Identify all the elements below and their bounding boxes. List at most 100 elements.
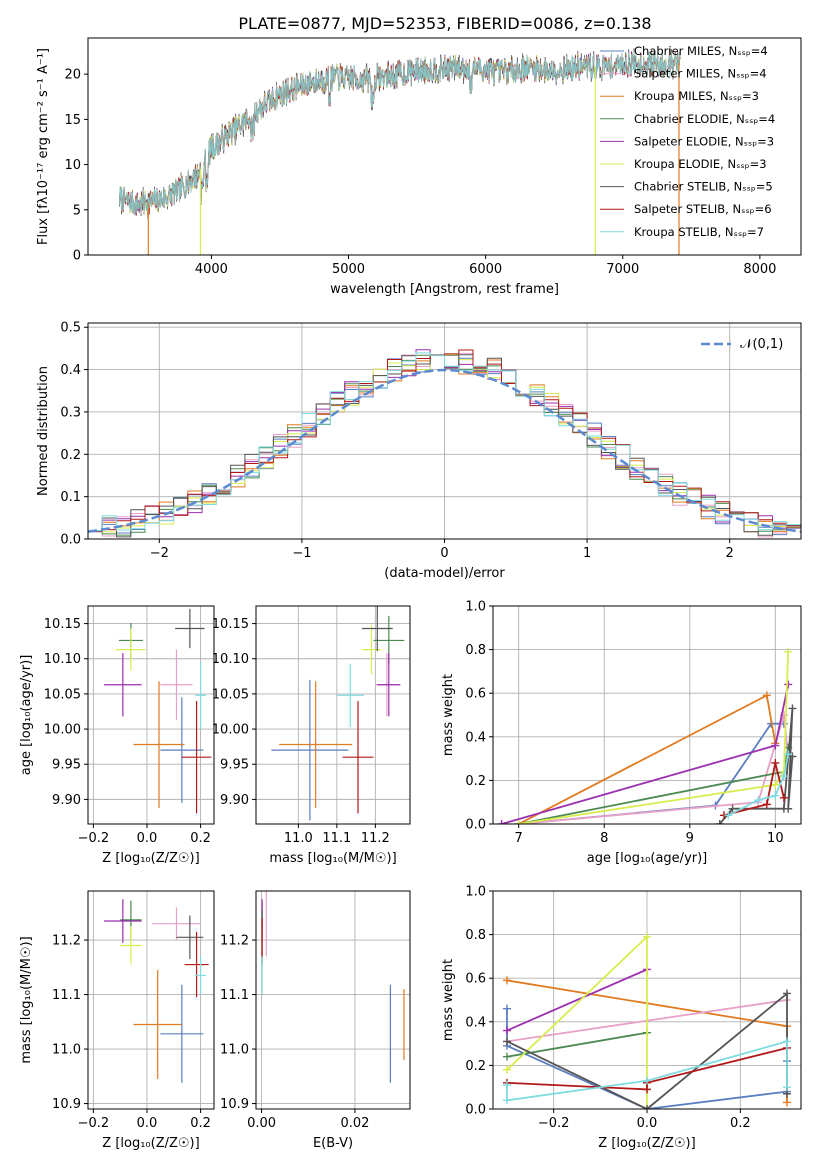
x-axis-label: (data-model)/error: [384, 566, 505, 581]
weight-marker-chabrier_miles: [503, 1004, 511, 1013]
y-tick-label: 0.6: [465, 687, 486, 702]
weight-marker-chabrier_stelib: [503, 1037, 511, 1046]
y-axis-label: Normed distribution: [36, 366, 51, 496]
y-tick-label: 10: [64, 158, 81, 173]
plot-area: [261, 891, 405, 1083]
legend-label-salpeter_stelib: Salpeter STELIB, Nₛₛₚ=6: [634, 202, 772, 216]
spectrum-line-kroupa_stelib: [119, 51, 681, 216]
y-tick-label: 10.00: [44, 723, 81, 738]
legend-label-salpeter_miles: Salpeter MILES, Nₛₛₚ=4: [634, 67, 767, 81]
y-tick-label: 11.0: [52, 1043, 81, 1058]
x-axis-label: E(B-V): [313, 1136, 353, 1151]
weight-line-salpeter_stelib: [723, 762, 785, 817]
weight-marker-salpeter_stelib: [771, 758, 780, 767]
weight-marker-kroupa_stelib: [784, 750, 793, 759]
x-tick-label: 4000: [195, 262, 228, 277]
x-tick-label: 10: [767, 831, 784, 846]
axes-frame: [492, 890, 802, 1110]
y-tick-label: 10.15: [44, 617, 81, 632]
weight-marker-salpeter_stelib: [762, 800, 771, 809]
y-tick-label: 10.00: [212, 723, 249, 738]
y-tick-label: 0.0: [60, 533, 81, 548]
y-tick-label: 0.8: [465, 643, 486, 658]
axes-frame: [492, 605, 802, 825]
panel-residual_distribution: −2 −1 0 1 2 0.0 0.1 0.2 0.3 0.4 0.5 (data-model)/er…: [36, 321, 802, 581]
weight-marker-salpeter_elodie: [771, 741, 780, 750]
y-tick-label: 10.9: [52, 1097, 81, 1112]
weight-marker-salpeter_elodie: [784, 680, 793, 689]
weight-marker-salpeter_stelib: [779, 793, 788, 802]
weight-marker-kroupa_stelib: [503, 1096, 511, 1105]
weight-line-salpeter_elodie: [506, 968, 648, 1032]
weight-line-chabrier_elodie: [506, 1031, 648, 1058]
x-tick-label: 0.0: [637, 1116, 658, 1131]
weight-marker-kroupa_stelib: [643, 1076, 651, 1085]
y-tick-label: 11.2: [220, 934, 249, 949]
y-tick-label: 11.1: [220, 988, 249, 1003]
y-tick-label: 0.0: [465, 1103, 486, 1118]
weight-marker-kroupa_miles: [783, 1098, 791, 1107]
y-tick-label: 10.15: [212, 617, 249, 632]
y-tick-label: 0.0: [465, 818, 486, 833]
y-tick-label: 0.4: [465, 1015, 486, 1030]
y-tick-label: 10.05: [44, 687, 81, 702]
panel-mass_vs_Z: −0.2 0.0 0.2 10.9 11.0 11.1 11.2 Z [log₁₀(Z/Z☉)…: [19, 890, 215, 1151]
y-tick-label: 10.10: [44, 652, 81, 667]
weight-marker-kroupa_elodie: [503, 1065, 511, 1074]
weight-marker-kroupa_stelib: [771, 791, 780, 800]
x-tick-label: 7000: [606, 262, 639, 277]
weight-marker-kroupa_stelib: [503, 1081, 511, 1090]
x-tick-label: 0.2: [190, 1116, 211, 1131]
x-axis-label: age [log₁₀(age/yr)]: [587, 851, 708, 866]
x-tick-label: −1: [292, 546, 311, 561]
plot-area: [119, 48, 681, 255]
panel-spectrum: 4000 5000 6000 7000 8000 0 5 10 15 20 wavelength […: [36, 37, 802, 297]
legend-label-salpeter_elodie: Salpeter ELODIE, Nₛₛₚ=3: [634, 134, 774, 148]
x-tick-label: 0.2: [190, 831, 211, 846]
y-tick-label: 0.2: [465, 774, 486, 789]
x-tick-label: 2: [726, 546, 734, 561]
weight-marker-kroupa_stelib: [779, 772, 788, 781]
y-tick-label: 15: [64, 113, 81, 128]
y-tick-label: 0.6: [465, 972, 486, 987]
weight-marker-salpeter_elodie: [503, 1026, 511, 1035]
plot-area: [503, 932, 791, 1109]
legend-label-chabrier_miles: Chabrier MILES, Nₛₛₚ=4: [634, 44, 768, 58]
plot-area: [104, 899, 209, 1083]
y-tick-label: 10.10: [212, 652, 249, 667]
x-axis-label: Z [log₁₀(Z/Z☉)]: [102, 1136, 199, 1151]
legend-label-kroupa_elodie: Kroupa ELODIE, Nₛₛₚ=3: [634, 157, 767, 171]
panel-weight_vs_age: 7 8 9 10 0.0 0.2 0.4 0.6 0.8 1.0 age [log₁₀(age/yr…: [441, 600, 802, 866]
y-tick-label: 0.3: [60, 405, 81, 420]
x-tick-label: 6000: [469, 262, 502, 277]
x-tick-label: 0.02: [340, 1116, 369, 1131]
y-axis-label: age [log₁₀(age/yr)]: [19, 655, 34, 776]
plot-area: [271, 606, 405, 821]
weight-marker-kroupa_stelib: [783, 1083, 791, 1092]
y-axis-label: Flux [fλ10⁻¹⁷ erg cm⁻² s⁻¹ A⁻¹]: [36, 48, 51, 245]
weight-marker-kroupa_elodie: [771, 780, 780, 789]
x-tick-label: 11.1: [322, 831, 351, 846]
x-tick-label: 7: [515, 831, 523, 846]
y-tick-label: 0.4: [465, 730, 486, 745]
y-axis-label: mass weight: [441, 674, 456, 756]
weight-marker-kroupa_stelib: [783, 1037, 791, 1046]
legend-label-kroupa_miles: Kroupa MILES, Nₛₛₚ=3: [634, 89, 759, 103]
weight-marker-chabrier_stelib: [715, 820, 724, 824]
axes-frame: [255, 605, 411, 825]
x-axis-label: mass [log₁₀(M/M☉)]: [269, 851, 396, 866]
normal-curve: [88, 368, 801, 533]
histogram-salpeter_stelib: [88, 349, 801, 532]
y-tick-label: 1.0: [465, 885, 486, 900]
x-tick-label: −2: [150, 546, 169, 561]
y-axis-label: mass weight: [441, 959, 456, 1041]
weight-marker-salpeter_elodie: [497, 820, 506, 824]
x-tick-label: 1: [583, 546, 591, 561]
panel-mass_vs_ebv: 0.00 0.02 10.9 11.0 11.1 11.2 E(B-V): [220, 890, 411, 1151]
weight-marker-chabrier_stelib: [783, 989, 791, 998]
y-tick-label: 0.5: [60, 321, 81, 336]
weight-marker-kroupa_miles: [503, 976, 511, 985]
figure-title: PLATE=0877, MJD=52353, FIBERID=0086, z=0…: [238, 14, 651, 33]
histogram-kroupa_stelib: [88, 352, 801, 531]
axes-frame: [255, 890, 411, 1110]
